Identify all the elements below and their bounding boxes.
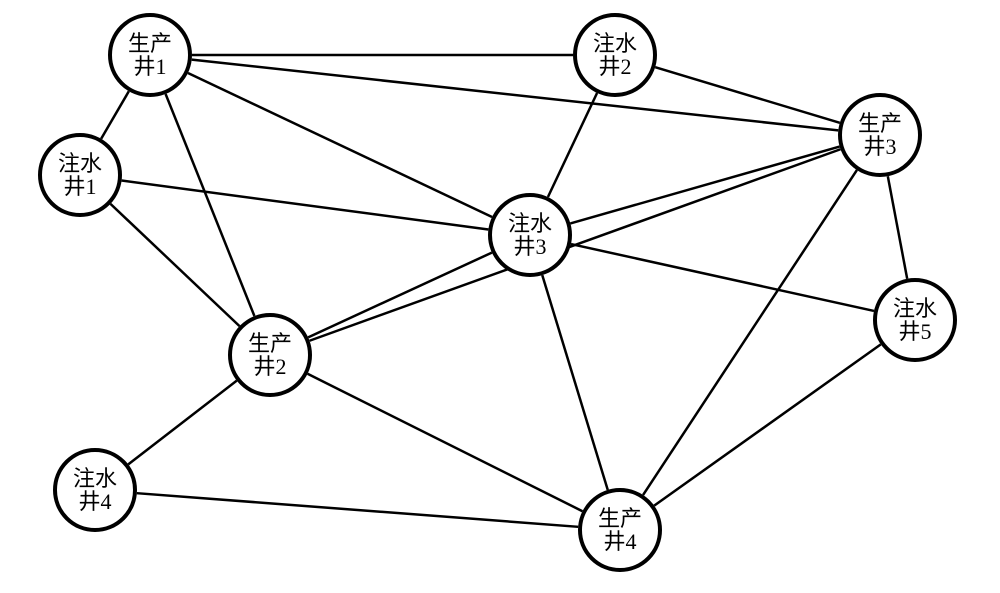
node-label-line2: 井3 bbox=[863, 135, 896, 158]
node-label-line1: 注水 bbox=[893, 297, 937, 320]
node-label-line2: 井2 bbox=[253, 355, 286, 378]
edge-w3-p2 bbox=[308, 253, 492, 338]
node-label-line1: 生产 bbox=[598, 507, 642, 530]
edge-w4-p4 bbox=[137, 493, 578, 527]
node-label-line2: 井1 bbox=[63, 175, 96, 198]
node-label-line1: 生产 bbox=[128, 32, 172, 55]
node-label-line1: 生产 bbox=[858, 112, 902, 135]
node-label-line2: 井2 bbox=[598, 55, 631, 78]
node-w2: 注水井2 bbox=[573, 13, 657, 97]
node-label-line2: 井4 bbox=[603, 530, 636, 553]
edge-w1-p2 bbox=[110, 204, 239, 326]
node-label-line1: 生产 bbox=[248, 332, 292, 355]
node-w4: 注水井4 bbox=[53, 448, 137, 532]
node-label-line1: 注水 bbox=[58, 152, 102, 175]
edge-p1-w1 bbox=[101, 91, 129, 138]
edge-w3-p4 bbox=[542, 275, 607, 490]
node-w3: 注水井3 bbox=[488, 193, 572, 277]
node-w1: 注水井1 bbox=[38, 133, 122, 217]
node-label-line1: 注水 bbox=[508, 212, 552, 235]
edge-w3-p3 bbox=[570, 147, 839, 224]
edge-p2-p4 bbox=[308, 374, 583, 511]
node-label-line1: 注水 bbox=[593, 32, 637, 55]
node-label-line1: 注水 bbox=[73, 467, 117, 490]
edge-p2-w4 bbox=[128, 381, 236, 465]
edge-w2-w3 bbox=[548, 93, 597, 197]
node-w5: 注水井5 bbox=[873, 278, 957, 362]
node-label-line2: 井5 bbox=[898, 320, 931, 343]
node-p2: 生产井2 bbox=[228, 313, 312, 397]
edge-w3-w5 bbox=[571, 244, 874, 311]
node-label-line2: 井3 bbox=[513, 235, 546, 258]
edge-p3-p4 bbox=[643, 170, 857, 495]
edge-p3-p2 bbox=[310, 149, 841, 341]
edge-p1-p2 bbox=[166, 94, 255, 316]
node-label-line2: 井1 bbox=[133, 55, 166, 78]
node-p3: 生产井3 bbox=[838, 93, 922, 177]
node-label-line2: 井4 bbox=[78, 490, 111, 513]
node-p1: 生产井1 bbox=[108, 13, 192, 97]
node-p4: 生产井4 bbox=[578, 488, 662, 572]
edge-p3-w5 bbox=[888, 176, 907, 278]
network-diagram: 生产井1注水井2生产井3注水井1注水井3注水井5生产井2注水井4生产井4 bbox=[0, 0, 1000, 593]
